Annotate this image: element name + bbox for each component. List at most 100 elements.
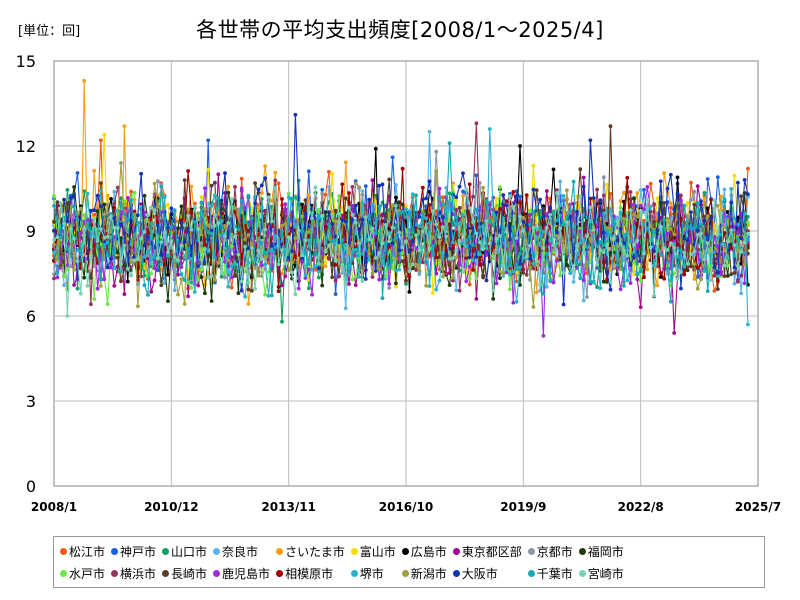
data-point	[565, 215, 569, 220]
data-point	[397, 211, 402, 216]
data-point	[652, 249, 656, 254]
data-point	[632, 196, 636, 201]
data-point	[62, 221, 66, 226]
data-point	[454, 215, 459, 220]
legend-marker	[452, 569, 460, 577]
data-point	[229, 248, 234, 252]
data-point	[125, 217, 130, 222]
data-point	[437, 235, 442, 240]
data-point	[628, 263, 633, 267]
data-point	[176, 226, 180, 231]
data-point	[226, 254, 231, 259]
data-point	[300, 229, 304, 234]
data-point	[461, 189, 465, 194]
data-point	[729, 272, 734, 277]
data-point	[477, 240, 482, 245]
data-point	[709, 216, 713, 221]
data-point	[62, 274, 66, 279]
data-point	[246, 280, 251, 285]
data-point	[695, 228, 700, 233]
data-point	[531, 266, 536, 271]
data-point	[699, 222, 703, 227]
data-point	[169, 206, 174, 211]
data-point	[404, 278, 408, 283]
data-point	[736, 231, 740, 236]
data-point	[390, 225, 395, 230]
data-point	[105, 253, 110, 258]
data-point	[270, 293, 274, 298]
data-point	[581, 298, 586, 303]
data-point	[196, 283, 201, 288]
data-point	[715, 274, 720, 278]
data-point	[699, 276, 703, 281]
data-point	[253, 181, 257, 186]
data-point	[618, 242, 623, 246]
data-point	[451, 256, 455, 260]
data-point	[320, 283, 325, 288]
data-point	[363, 277, 368, 281]
data-point	[313, 264, 318, 268]
data-point	[414, 268, 418, 272]
legend-label: 堺市	[359, 566, 384, 581]
data-point	[524, 254, 529, 259]
data-point	[424, 225, 428, 230]
data-point	[598, 286, 603, 291]
data-point	[226, 284, 231, 289]
data-point	[424, 196, 428, 201]
data-point	[330, 275, 335, 280]
data-point	[544, 189, 549, 193]
data-point	[323, 260, 328, 265]
data-point	[407, 269, 412, 273]
data-point	[588, 279, 593, 284]
data-point	[192, 204, 197, 209]
data-point	[410, 239, 415, 244]
data-point	[729, 187, 734, 191]
data-point	[270, 249, 274, 253]
data-point	[461, 217, 465, 222]
data-point	[223, 224, 227, 228]
legend-label: 広島市	[410, 544, 447, 559]
data-point	[638, 269, 643, 274]
data-point	[437, 239, 442, 244]
data-point	[213, 255, 217, 260]
data-point	[179, 204, 184, 209]
data-point	[199, 241, 204, 245]
data-point	[498, 269, 502, 274]
data-point	[95, 245, 100, 250]
data-point	[514, 299, 519, 304]
data-point	[146, 256, 150, 261]
data-point	[685, 224, 690, 228]
data-point	[337, 274, 341, 278]
data-point	[568, 256, 573, 260]
data-point	[394, 235, 398, 240]
data-point	[702, 269, 707, 274]
data-point	[487, 127, 492, 131]
data-point	[618, 210, 623, 215]
data-point	[239, 176, 244, 181]
data-point	[648, 204, 653, 209]
data-point	[407, 274, 412, 279]
data-point	[196, 227, 201, 232]
legend-marker	[276, 569, 284, 577]
data-point	[427, 203, 432, 207]
data-point	[166, 250, 170, 255]
data-point	[668, 172, 673, 177]
legend-label: 福岡市	[587, 544, 624, 559]
data-point	[534, 290, 539, 295]
data-point	[424, 259, 428, 264]
data-point	[417, 268, 422, 273]
legend-label: 相模原市	[285, 566, 334, 581]
data-point	[112, 216, 117, 221]
data-point	[548, 279, 553, 283]
data-point	[514, 236, 519, 240]
data-point	[689, 210, 693, 215]
data-point	[146, 293, 150, 297]
data-point	[591, 228, 596, 232]
data-point	[397, 248, 402, 253]
data-point	[233, 206, 237, 210]
data-point	[471, 243, 475, 248]
data-point	[668, 226, 673, 231]
data-point	[404, 264, 408, 269]
data-point	[199, 264, 204, 269]
data-point	[709, 278, 713, 282]
